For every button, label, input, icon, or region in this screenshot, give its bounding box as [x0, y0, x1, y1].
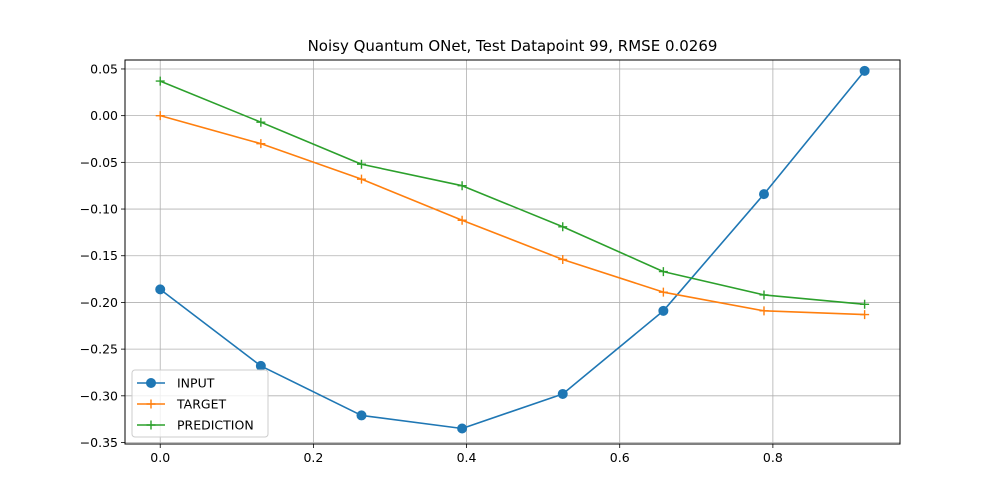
data-point-prediction: [658, 267, 668, 277]
legend-item-prediction: PREDICTION: [137, 418, 254, 433]
data-point-input: [758, 189, 769, 200]
y-tick-label: −0.05: [80, 155, 118, 170]
plot-frame: [124, 59, 901, 445]
series-target: [155, 111, 870, 320]
y-tick-label: −0.10: [80, 202, 118, 217]
data-point-prediction: [256, 117, 266, 127]
data-point-target: [759, 306, 769, 316]
x-tick-label: 0.2: [303, 450, 323, 465]
data-point-input: [155, 284, 166, 295]
y-tick-label: −0.30: [80, 388, 118, 403]
series-line-prediction: [159, 80, 865, 306]
data-point-target: [256, 139, 266, 149]
data-point-target: [457, 215, 467, 225]
data-point-input: [255, 360, 266, 371]
data-point-input: [658, 305, 669, 316]
legend-item-input: INPUT: [137, 376, 215, 391]
axis-layer: 0.0 0.2 0.4 0.6 0.8 0.05 0.00 −0.05 −0.10 −0.15 −0…: [80, 61, 783, 465]
data-point-target: [658, 287, 668, 297]
series-prediction: [155, 76, 870, 309]
data-point-target: [155, 111, 165, 121]
x-tick-label: 0.8: [763, 450, 783, 465]
chart-title: Noisy Quantum ONet, Test Datapoint 99, R…: [308, 37, 718, 55]
y-tick-label: −0.15: [80, 248, 118, 263]
data-point-prediction: [155, 76, 165, 86]
data-point-input: [859, 65, 870, 76]
legend-label-prediction: PREDICTION: [177, 418, 254, 433]
series-line-target: [160, 114, 865, 316]
series-line-input: [159, 70, 866, 430]
y-tick-label: −0.20: [80, 295, 118, 310]
legend-marker-prediction: [146, 420, 156, 430]
legend-label-target: TARGET: [176, 397, 226, 412]
legend-box: [131, 369, 269, 438]
legend: INPUT TARGET PREDICTION: [131, 369, 269, 438]
y-tick-label: −0.25: [80, 342, 118, 357]
x-tick-label: 0.4: [457, 450, 477, 465]
grid-layer: [125, 60, 900, 444]
x-tick-label: 0.6: [610, 450, 630, 465]
series-input: [155, 65, 870, 434]
y-tick-label: −0.35: [80, 435, 118, 450]
legend-marker-target: [146, 399, 156, 409]
data-point-prediction: [558, 222, 568, 232]
data-point-target: [860, 310, 870, 320]
data-point-prediction: [759, 290, 769, 300]
data-point-prediction: [457, 181, 467, 191]
legend-label-input: INPUT: [177, 376, 215, 391]
data-point-target: [558, 254, 568, 264]
data-point-input: [557, 388, 568, 399]
legend-item-target: TARGET: [137, 397, 226, 412]
series-layer: [155, 65, 870, 434]
data-point-target: [356, 174, 366, 184]
data-point-input: [457, 423, 468, 434]
data-point-prediction: [860, 299, 870, 309]
y-tick-label: 0.05: [90, 61, 118, 76]
data-point-prediction: [356, 159, 366, 169]
y-tick-label: 0.00: [90, 108, 118, 123]
legend-marker-input: [146, 378, 156, 388]
x-tick-label: 0.0: [150, 450, 170, 465]
data-point-input: [356, 410, 367, 421]
